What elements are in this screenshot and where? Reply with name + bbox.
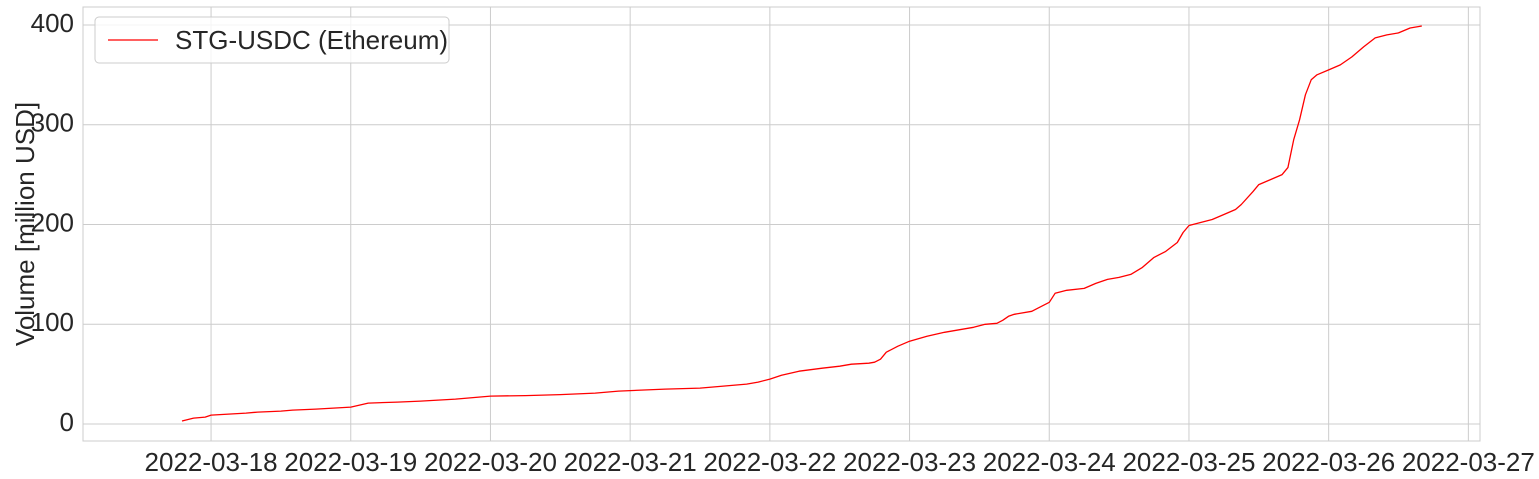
y-tick-label: 200	[31, 207, 74, 237]
y-tick-label: 400	[31, 8, 74, 38]
y-axis-ticks: 0 100 200 300 400	[31, 8, 74, 437]
legend: STG-USDC (Ethereum)	[94, 16, 450, 64]
plot-frame	[82, 6, 1481, 442]
x-tick-label: 2022-03-21	[564, 447, 697, 477]
y-tick-label: 100	[31, 307, 74, 337]
legend-label: STG-USDC (Ethereum)	[175, 25, 448, 55]
y-tick-label: 0	[60, 407, 74, 437]
series-layer	[181, 25, 1422, 422]
y-tick-label: 300	[31, 108, 74, 138]
x-tick-label: 2022-03-25	[1122, 447, 1255, 477]
x-tick-label: 2022-03-24	[983, 447, 1116, 477]
x-tick-label: 2022-03-19	[284, 447, 417, 477]
legend-box	[94, 16, 450, 64]
x-tick-label: 2022-03-27	[1402, 447, 1535, 477]
x-axis-ticks: 2022-03-18 2022-03-19 2022-03-20 2022-03-21…	[145, 447, 1535, 477]
x-tick-label: 2022-03-22	[703, 447, 836, 477]
y-axis-label: Volume [million USD]	[10, 102, 40, 346]
series-line-0	[181, 25, 1422, 422]
x-tick-label: 2022-03-18	[145, 447, 278, 477]
x-tick-label: 2022-03-20	[424, 447, 557, 477]
grid	[83, 7, 1480, 441]
x-tick-label: 2022-03-26	[1262, 447, 1395, 477]
x-tick-label: 2022-03-23	[843, 447, 976, 477]
